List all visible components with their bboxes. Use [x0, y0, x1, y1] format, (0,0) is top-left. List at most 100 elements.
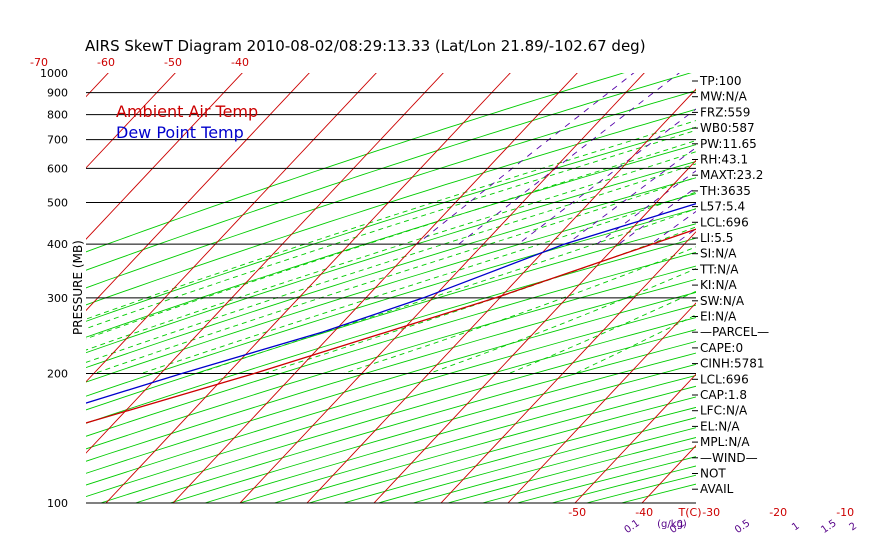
moist-adiabat	[196, 208, 696, 375]
dew-point-temp-line	[86, 202, 696, 404]
isotherm	[306, 88, 696, 503]
mixing-ratio-line	[771, 64, 870, 244]
mixing-ratio-line	[792, 64, 870, 244]
stability-index: SI:N/A	[700, 247, 737, 261]
dry-adiabat	[86, 126, 696, 322]
profile-lines	[86, 202, 696, 424]
y-axis-label: PRESSURE (MB)	[71, 240, 85, 335]
moist-adiabat	[428, 268, 696, 375]
isotherm	[507, 302, 696, 503]
mixing-ratio-line	[618, 186, 696, 245]
isotherm	[758, 64, 870, 523]
pressure-tick-label: 1000	[40, 67, 68, 80]
isotherm	[86, 73, 377, 383]
moist-adiabat	[86, 163, 696, 363]
mixing-ratio-label: 2	[848, 521, 860, 534]
dry-adiabat	[584, 474, 696, 503]
mixing-ratio-line	[458, 73, 680, 245]
stability-index: RH:43.1	[700, 153, 748, 167]
mixing-ratio-label: 1.5	[819, 518, 838, 536]
dry-adiabat	[550, 465, 696, 503]
stability-index: CINH:5781	[700, 357, 765, 371]
stability-index: MAXT:23.2	[700, 168, 763, 182]
pressure-tick-label: 100	[47, 497, 68, 510]
isotherm	[825, 64, 870, 523]
mixing-ratio-line	[734, 64, 870, 244]
stability-index: WB0:587	[700, 121, 755, 135]
isotherm	[440, 231, 696, 503]
dry-adiabat	[272, 385, 696, 503]
mixing-ratio-label: 0.1	[622, 518, 641, 536]
stability-index: —PARCEL—	[700, 325, 769, 339]
mixing-ratio-label: 1	[790, 521, 802, 534]
bottom-tick-label: -20	[769, 506, 787, 519]
stability-index: AVAIL	[700, 482, 734, 496]
dry-adiabat	[86, 317, 696, 498]
dry-adiabat	[86, 108, 696, 306]
isotherm	[0, 64, 50, 523]
stability-index: SW:N/A	[700, 294, 745, 308]
pressure-tick-label: 500	[47, 196, 68, 209]
stability-index: FRZ:559	[700, 105, 750, 119]
stability-index: LCL:696	[700, 215, 749, 229]
dry-adiabat	[86, 278, 696, 462]
mixing-ratio-line	[596, 170, 696, 245]
isotherm	[172, 73, 578, 503]
stability-index: MW:N/A	[700, 90, 748, 104]
dry-adiabat	[446, 437, 696, 503]
mixing-ratio-line	[650, 210, 696, 245]
top-tick-label: -50	[164, 56, 182, 69]
stability-index: EI:N/A	[700, 310, 737, 324]
dry-adiabat	[86, 265, 696, 450]
dry-adiabat	[86, 73, 625, 253]
stability-index: CAP:1.8	[700, 388, 747, 402]
chart-title: AIRS SkewT Diagram 2010-08-02/08:29:13.3…	[85, 37, 646, 55]
bottom-axis-unit: T(C)	[678, 506, 702, 519]
stability-index: NOT	[700, 467, 726, 481]
pressure-tick-label: 800	[47, 109, 68, 122]
pressure-tick-label: 300	[47, 292, 68, 305]
mixing-ratio-line	[860, 64, 870, 244]
isotherm	[641, 444, 696, 503]
stability-index: EL:N/A	[700, 419, 740, 433]
pressure-axis: 100 200 300 400 500 600 700 800 900 1000	[40, 67, 68, 510]
legend-ambient-air-temp: Ambient Air Temp	[116, 102, 258, 121]
stability-index: LI:5.5	[700, 231, 733, 245]
stability-index: KI:N/A	[700, 278, 737, 292]
top-temperature-axis: -120-110-100-90-80-70-60-50-40	[30, 56, 249, 69]
pressure-tick-label: 900	[47, 87, 68, 100]
mixing-ratio-line	[842, 64, 870, 244]
dry-adiabat	[376, 417, 696, 503]
mixing-ratio-axis: 0.10.20.511.52346810121520253040(g/kg)	[622, 518, 860, 536]
dry-adiabat	[86, 251, 696, 437]
stability-index: CAPE:0	[700, 341, 743, 355]
stability-index: TH:3635	[699, 184, 751, 198]
stability-index: —WIND—	[700, 451, 758, 465]
mixing-ratio-unit: (g/kg)	[657, 519, 687, 530]
bottom-tick-label: -50	[568, 506, 586, 519]
pressure-tick-label: 200	[47, 368, 68, 381]
mixing-ratio-line	[820, 64, 870, 244]
isotherm	[86, 73, 310, 312]
moist-adiabat	[94, 176, 696, 375]
isotherm	[105, 73, 511, 503]
stability-index: TP:100	[699, 74, 742, 88]
dry-adiabat	[86, 223, 696, 411]
bottom-tick-label: -30	[702, 506, 720, 519]
dry-adiabat	[238, 374, 696, 503]
isotherm	[86, 73, 176, 169]
dry-adiabat	[86, 161, 696, 354]
bottom-tick-label: -10	[836, 506, 854, 519]
stability-index: LCL:696	[700, 372, 749, 386]
dry-adiabat	[86, 73, 692, 271]
pressure-tick-label: 400	[47, 238, 68, 251]
dry-adiabat	[480, 446, 696, 503]
ambient-air-temp-line	[86, 228, 696, 424]
stability-index: TT:N/A	[699, 262, 739, 276]
isotherm	[373, 159, 696, 503]
mixing-ratio-line	[755, 64, 870, 244]
dry-adiabat	[86, 177, 696, 369]
stability-index: LFC:N/A	[700, 404, 748, 418]
